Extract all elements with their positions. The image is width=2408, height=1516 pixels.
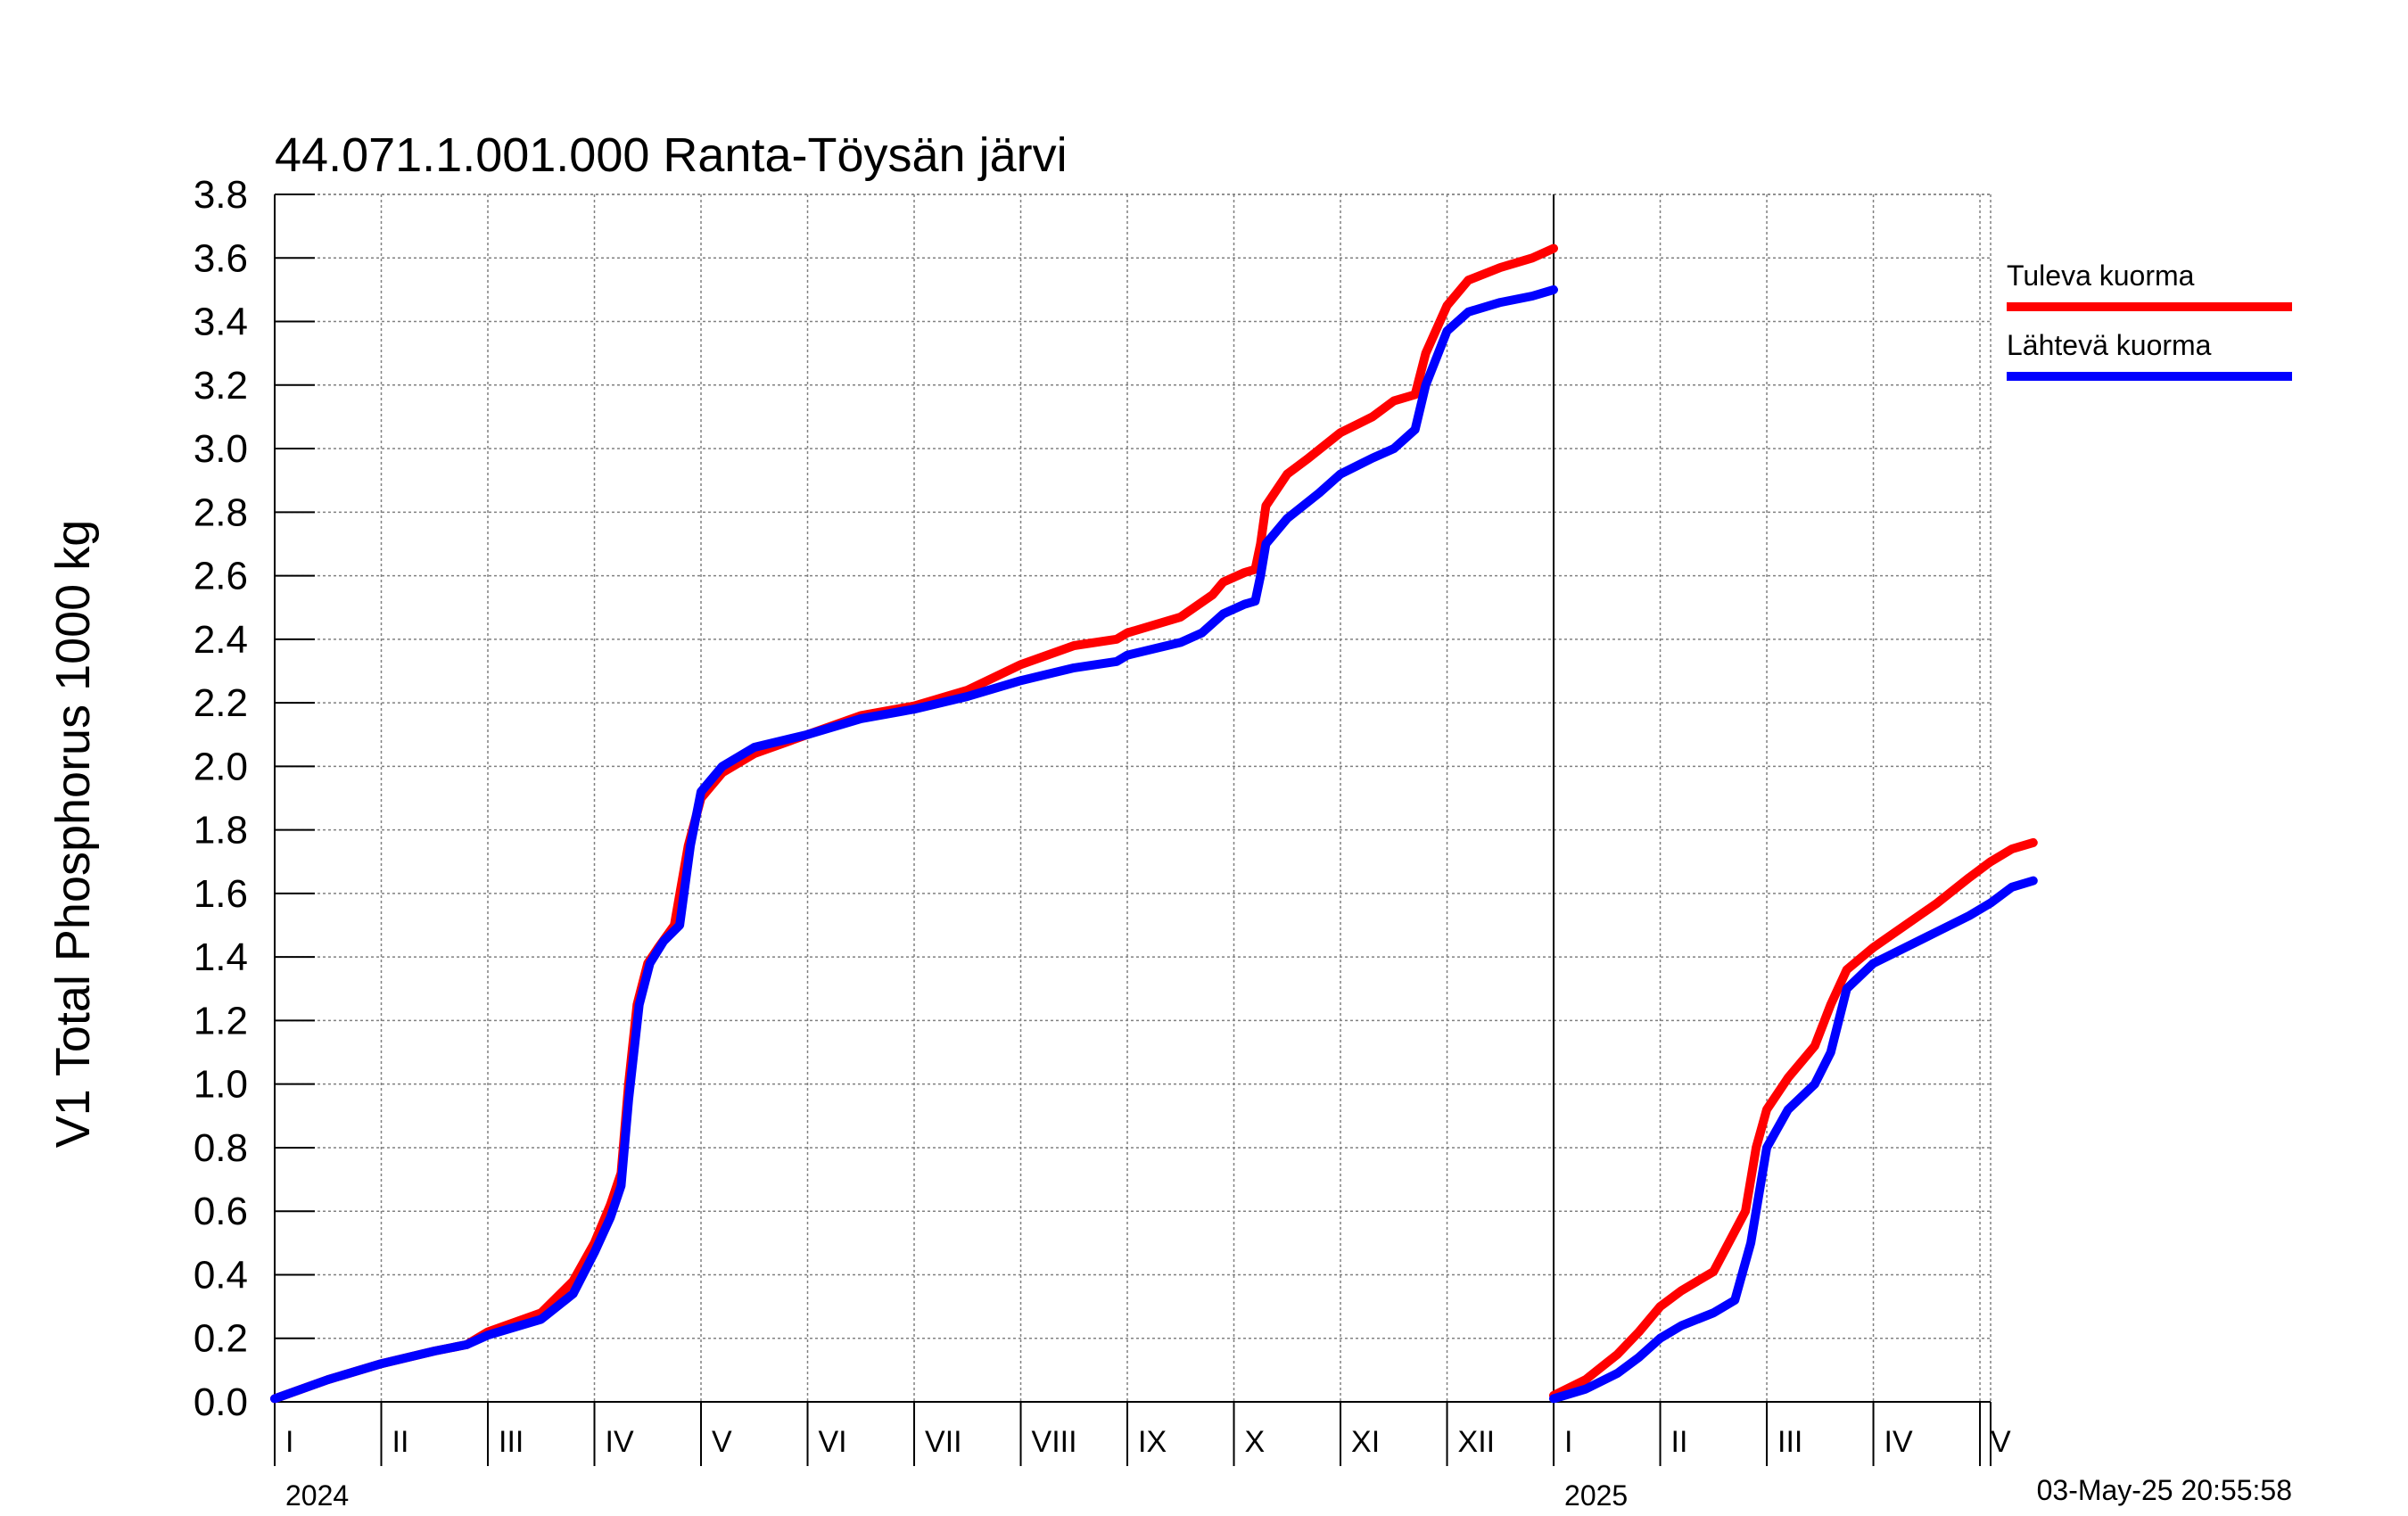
timestamp: 03-May-25 20:55:58 xyxy=(2037,1474,2292,1506)
x-tick-label: IX xyxy=(1138,1425,1167,1459)
y-tick-label: 0.0 xyxy=(194,1380,248,1424)
y-tick-label: 2.0 xyxy=(194,745,248,788)
y-axis-label: V1 Total Phosphorus 1000 kg xyxy=(46,520,100,1149)
y-tick-label: 0.4 xyxy=(194,1253,248,1297)
x-tick-label: III xyxy=(499,1425,524,1459)
x-tick-label: I xyxy=(285,1425,293,1459)
x-tick-label: X xyxy=(1245,1425,1266,1459)
y-tick-label: 3.4 xyxy=(194,301,248,344)
chart-title: 44.071.1.001.000 Ranta-Töysän järvi xyxy=(275,128,1068,182)
series-line-tuleva-2024 xyxy=(270,243,1558,1404)
series-lines xyxy=(270,243,2038,1404)
x-tick-label: II xyxy=(392,1425,409,1459)
x-tick-label: II xyxy=(1671,1425,1688,1459)
y-tick-label: 3.0 xyxy=(194,427,248,471)
series-line-lahteva-2025 xyxy=(1549,876,2038,1404)
y-tick-label: 0.6 xyxy=(194,1190,248,1233)
y-tick-label: 1.2 xyxy=(194,999,248,1042)
y-tick-label: 1.8 xyxy=(194,809,248,853)
x-tick-label: XI xyxy=(1351,1425,1380,1459)
y-tick-label: 1.6 xyxy=(194,872,248,916)
x-tick-label: III xyxy=(1777,1425,1802,1459)
x-tick-label: V xyxy=(1991,1425,2011,1459)
series-line-tuleva-2025 xyxy=(1549,837,2038,1400)
y-tick-label: 0.8 xyxy=(194,1126,248,1170)
y-axis: 0.0 0.2 0.4 0.6 0.8 1.0 1.2 1.4 1.6 1.8 2.0 2.2 2.4 2… xyxy=(194,173,315,1424)
y-tick-label: 1.0 xyxy=(194,1063,248,1107)
x-tick-label: V xyxy=(712,1425,732,1459)
series-line-lahteva-2024 xyxy=(270,284,1558,1404)
x-year-label: 2024 xyxy=(285,1479,349,1512)
legend-label-lahteva: Lähtevä kuorma xyxy=(2007,329,2212,361)
x-tick-label: XII xyxy=(1458,1425,1496,1459)
x-tick-label: IV xyxy=(1884,1425,1913,1459)
y-tick-label: 2.6 xyxy=(194,555,248,598)
x-tick-label: VII xyxy=(925,1425,962,1459)
y-tick-label: 2.2 xyxy=(194,681,248,725)
grid xyxy=(275,194,1991,1402)
legend-label-tuleva: Tuleva kuorma xyxy=(2007,260,2195,292)
legend: Tuleva kuorma Lähtevä kuorma xyxy=(2007,260,2292,381)
y-tick-label: 2.8 xyxy=(194,490,248,534)
y-tick-label: 3.6 xyxy=(194,236,248,280)
x-tick-label: VIII xyxy=(1032,1425,1077,1459)
x-year-label: 2025 xyxy=(1564,1479,1628,1512)
y-tick-label: 3.2 xyxy=(194,364,248,408)
x-tick-label: I xyxy=(1564,1425,1572,1459)
x-tick-label: VI xyxy=(819,1425,847,1459)
y-tick-label: 2.4 xyxy=(194,618,248,662)
y-tick-label: 3.8 xyxy=(194,173,248,217)
y-tick-label: 0.2 xyxy=(194,1317,248,1361)
x-tick-label: IV xyxy=(606,1425,634,1459)
y-tick-label: 1.4 xyxy=(194,935,248,979)
